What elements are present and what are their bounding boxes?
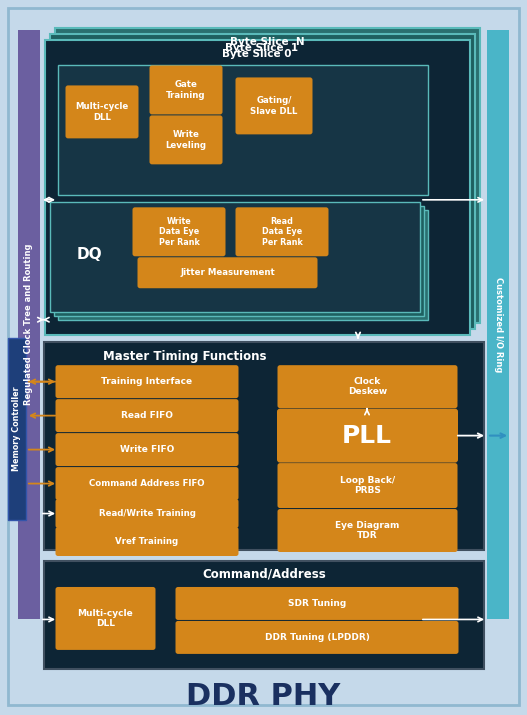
FancyBboxPatch shape <box>55 587 155 650</box>
Text: Customized I/O Ring: Customized I/O Ring <box>493 277 503 373</box>
Text: Read/Write Training: Read/Write Training <box>99 509 196 518</box>
FancyBboxPatch shape <box>278 509 457 552</box>
FancyBboxPatch shape <box>138 257 317 288</box>
Text: Read FIFO: Read FIFO <box>121 411 173 420</box>
FancyBboxPatch shape <box>277 409 458 463</box>
Bar <box>50 34 475 329</box>
Text: Loop Back/
PRBS: Loop Back/ PRBS <box>340 476 395 495</box>
Bar <box>54 206 424 316</box>
Bar <box>50 202 420 312</box>
Text: Master Timing Functions: Master Timing Functions <box>103 350 267 363</box>
Text: Multi-cycle
DLL: Multi-cycle DLL <box>75 102 129 122</box>
FancyBboxPatch shape <box>55 499 239 528</box>
Text: Training Interface: Training Interface <box>101 377 192 386</box>
Text: Gate
Training: Gate Training <box>166 80 206 99</box>
Bar <box>44 561 484 669</box>
Text: Write
Data Eye
Per Rank: Write Data Eye Per Rank <box>159 217 199 247</box>
FancyBboxPatch shape <box>236 77 313 134</box>
Text: Regulated Clock Tree and Routing: Regulated Clock Tree and Routing <box>24 244 34 405</box>
Text: Read
Data Eye
Per Rank: Read Data Eye Per Rank <box>261 217 302 247</box>
Text: Gating/
Slave DLL: Gating/ Slave DLL <box>250 97 298 116</box>
FancyBboxPatch shape <box>55 433 239 466</box>
FancyBboxPatch shape <box>55 365 239 398</box>
Text: PLL: PLL <box>342 423 392 448</box>
Bar <box>58 209 428 320</box>
Bar <box>487 30 509 619</box>
Text: Byte Slice  1: Byte Slice 1 <box>226 43 299 53</box>
Text: Byte Slice  N: Byte Slice N <box>230 37 304 47</box>
Text: Byte Slice 0: Byte Slice 0 <box>222 49 292 59</box>
FancyBboxPatch shape <box>175 621 458 654</box>
FancyBboxPatch shape <box>55 527 239 556</box>
Bar <box>45 40 470 335</box>
FancyBboxPatch shape <box>65 85 139 139</box>
Text: DQS: DQS <box>79 94 115 109</box>
Text: Write
Leveling: Write Leveling <box>165 130 207 149</box>
Bar <box>8 337 26 520</box>
Text: Vref Training: Vref Training <box>115 537 179 546</box>
Text: Command/Address: Command/Address <box>202 568 326 581</box>
Text: Clock
Deskew: Clock Deskew <box>348 377 387 396</box>
FancyBboxPatch shape <box>236 207 328 256</box>
Text: Memory Controller: Memory Controller <box>13 386 22 471</box>
Text: DDR PHY: DDR PHY <box>186 682 340 711</box>
FancyBboxPatch shape <box>150 66 222 114</box>
FancyBboxPatch shape <box>278 365 457 408</box>
FancyBboxPatch shape <box>150 115 222 164</box>
Text: Multi-cycle
DLL: Multi-cycle DLL <box>77 608 133 628</box>
FancyBboxPatch shape <box>175 587 458 620</box>
Text: DQ: DQ <box>76 247 102 262</box>
Text: Write FIFO: Write FIFO <box>120 445 174 454</box>
Bar <box>58 65 428 194</box>
Bar <box>44 342 484 550</box>
FancyBboxPatch shape <box>55 399 239 432</box>
Text: Jitter Measurement: Jitter Measurement <box>180 268 275 277</box>
Text: Eye Diagram
TDR: Eye Diagram TDR <box>335 521 399 541</box>
FancyBboxPatch shape <box>132 207 226 256</box>
Bar <box>55 28 480 322</box>
FancyBboxPatch shape <box>278 463 457 508</box>
FancyBboxPatch shape <box>55 467 239 500</box>
Text: SDR Tuning: SDR Tuning <box>288 599 346 608</box>
Text: Command Address FIFO: Command Address FIFO <box>89 479 205 488</box>
Text: DDR Tuning (LPDDR): DDR Tuning (LPDDR) <box>265 633 369 642</box>
Bar <box>18 30 40 619</box>
